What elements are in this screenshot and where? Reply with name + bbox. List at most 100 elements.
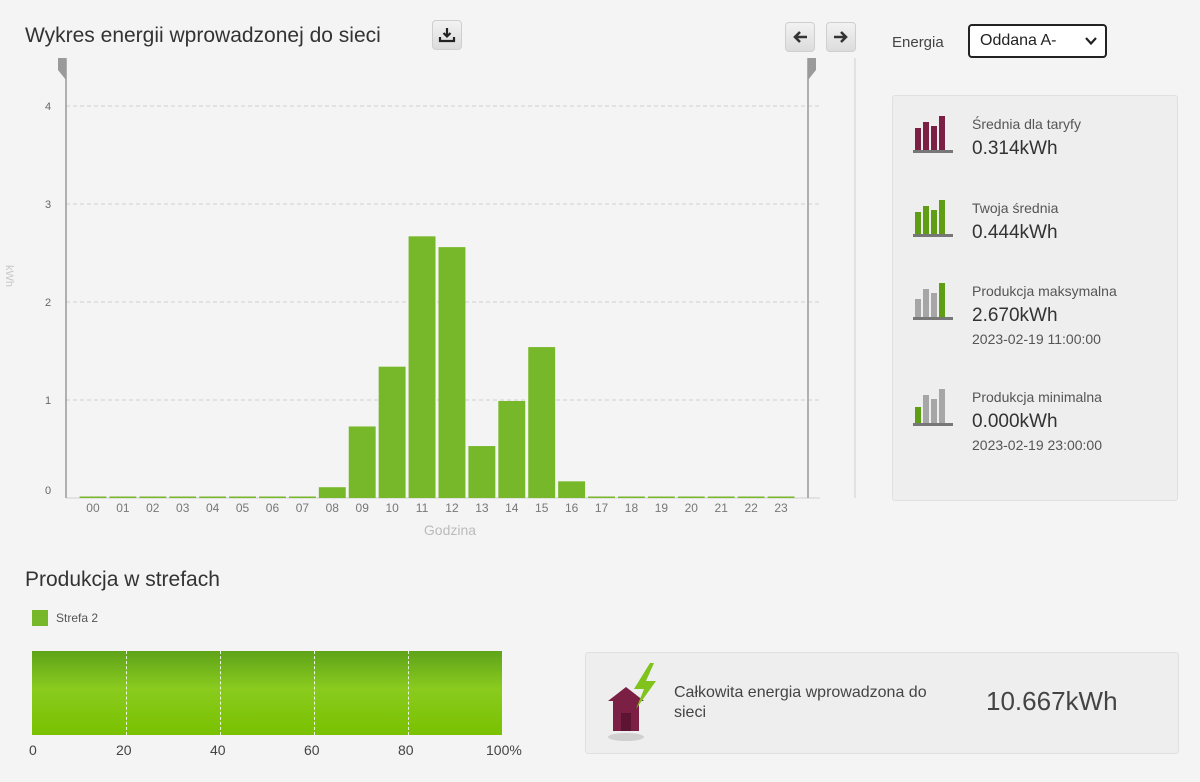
energy-select-value: Oddana A- xyxy=(980,32,1057,49)
bar-13[interactable] xyxy=(468,446,496,498)
bar-11[interactable] xyxy=(408,236,436,498)
download-icon xyxy=(438,28,456,43)
range-handle-left-grip[interactable] xyxy=(58,58,66,80)
bar-21[interactable] xyxy=(707,496,735,499)
zone-tick: 60 xyxy=(304,742,320,758)
stat-label: Średnia dla taryfy xyxy=(972,116,1081,132)
arrow-right-icon xyxy=(834,31,848,43)
prev-button[interactable] xyxy=(785,22,815,52)
bar-06[interactable] xyxy=(259,496,286,499)
bar-23[interactable] xyxy=(767,496,795,499)
x-tick-label: 02 xyxy=(146,501,160,515)
zone-tick: 20 xyxy=(116,742,132,758)
x-tick-label: 16 xyxy=(565,501,579,515)
bar-20[interactable] xyxy=(677,496,705,499)
y-tick-label: 4 xyxy=(45,101,51,113)
bar-00[interactable] xyxy=(79,496,107,499)
energy-bar-chart: 00 01 02 03 04 05 06 07 08 09 10 11 12 13 14 15 16 17 18 19… xyxy=(3,58,856,538)
bar-04[interactable] xyxy=(199,496,227,499)
y-tick-label: 2 xyxy=(45,297,51,309)
x-tick-label: 19 xyxy=(655,501,669,515)
bar-05[interactable] xyxy=(229,496,256,499)
zone-tick: 0 xyxy=(29,742,37,758)
bar-08[interactable] xyxy=(318,487,346,498)
y-tick-label: 3 xyxy=(45,199,51,211)
bar-03[interactable] xyxy=(169,496,197,499)
x-tick-label: 22 xyxy=(744,501,758,515)
range-handle-right-grip[interactable] xyxy=(808,58,816,80)
chart-title: Wykres energii wprowadzonej do sieci xyxy=(25,24,381,47)
zone-gridline xyxy=(408,651,409,735)
x-tick-label: 17 xyxy=(595,501,609,515)
y-tick-label: 0 xyxy=(45,485,51,497)
x-tick-label: 03 xyxy=(176,501,190,515)
stat-label: Twoja średnia xyxy=(972,200,1059,216)
bar-22[interactable] xyxy=(737,496,765,499)
y-axis-label: kWh xyxy=(3,265,15,287)
total-energy-value: 10.667kWh xyxy=(986,686,1118,716)
bar-07[interactable] xyxy=(288,496,316,499)
bar-18[interactable] xyxy=(618,496,645,499)
bar-19[interactable] xyxy=(647,496,675,499)
stat-label: Produkcja minimalna xyxy=(972,389,1102,405)
bar-chart-min-icon xyxy=(913,389,953,426)
chevron-down-icon xyxy=(1085,37,1097,46)
bar-17[interactable] xyxy=(588,496,615,499)
x-axis-label: Godzina xyxy=(424,522,476,538)
energy-select[interactable]: Oddana A- xyxy=(968,24,1107,58)
x-tick-label: 00 xyxy=(86,501,100,515)
stat-value: 2.670kWh xyxy=(972,305,1058,326)
energy-label: Energia xyxy=(892,34,944,51)
zones-title: Produkcja w strefach xyxy=(25,568,220,591)
x-tick-label: 11 xyxy=(416,501,429,515)
zone-tick: 80 xyxy=(398,742,414,758)
zone-tick: 100% xyxy=(486,742,522,758)
bar-10[interactable] xyxy=(378,366,406,498)
bar-14[interactable] xyxy=(498,400,526,498)
x-tick-label: 01 xyxy=(116,501,130,515)
bar-01[interactable] xyxy=(109,496,137,499)
total-energy-box: Całkowita energia wprowadzona do sieci 1… xyxy=(585,652,1179,754)
bar-09[interactable] xyxy=(348,426,376,498)
house-lightning-icon xyxy=(608,663,656,741)
legend-swatch xyxy=(32,610,48,626)
x-tick-label: 10 xyxy=(385,501,399,515)
bar-chart-green-icon xyxy=(913,200,953,237)
zone-2-bar xyxy=(32,651,502,735)
stat-min-production: Produkcja minimalna 0.000kWh 2023-02-19 … xyxy=(893,369,1179,453)
bar-02[interactable] xyxy=(139,496,167,499)
stat-date: 2023-02-19 11:00:00 xyxy=(972,331,1101,347)
stat-value: 0.314kWh xyxy=(972,138,1058,159)
zone-gridline xyxy=(314,651,315,735)
arrow-left-icon xyxy=(793,31,807,43)
stat-value: 0.000kWh xyxy=(972,411,1058,432)
zones-legend[interactable]: Strefa 2 xyxy=(32,610,98,626)
bar-12[interactable] xyxy=(438,247,466,498)
x-tick-label: 14 xyxy=(505,501,519,515)
download-button[interactable] xyxy=(432,20,462,50)
legend-label: Strefa 2 xyxy=(56,611,99,625)
stat-tariff-average: Średnia dla taryfy 0.314kWh xyxy=(893,96,1179,176)
stat-your-average: Twoja średnia 0.444kWh xyxy=(893,180,1179,260)
x-tick-label: 23 xyxy=(774,501,788,515)
zone-gridline xyxy=(126,651,127,735)
stats-panel: Średnia dla taryfy 0.314kWh Twoja średni… xyxy=(892,95,1178,501)
stat-max-production: Produkcja maksymalna 2.670kWh 2023-02-19… xyxy=(893,263,1179,347)
x-tick-label: 15 xyxy=(535,501,549,515)
y-tick-label: 1 xyxy=(45,395,51,407)
next-button[interactable] xyxy=(826,22,856,52)
bar-15[interactable] xyxy=(528,347,556,498)
x-tick-label: 06 xyxy=(266,501,280,515)
stat-date: 2023-02-19 23:00:00 xyxy=(972,437,1102,453)
x-tick-label: 18 xyxy=(625,501,639,515)
x-tick-label: 13 xyxy=(475,501,489,515)
x-tick-label: 12 xyxy=(445,501,459,515)
bar-16[interactable] xyxy=(558,481,586,498)
zone-tick: 40 xyxy=(210,742,226,758)
total-energy-label: Całkowita energia wprowadzona do sieci xyxy=(674,684,927,721)
bar-chart-max-icon xyxy=(913,283,953,320)
x-tick-label: 21 xyxy=(715,501,729,515)
x-tick-label: 04 xyxy=(206,501,220,515)
x-tick-label: 07 xyxy=(296,501,310,515)
bar-chart-maroon-icon xyxy=(913,116,953,153)
